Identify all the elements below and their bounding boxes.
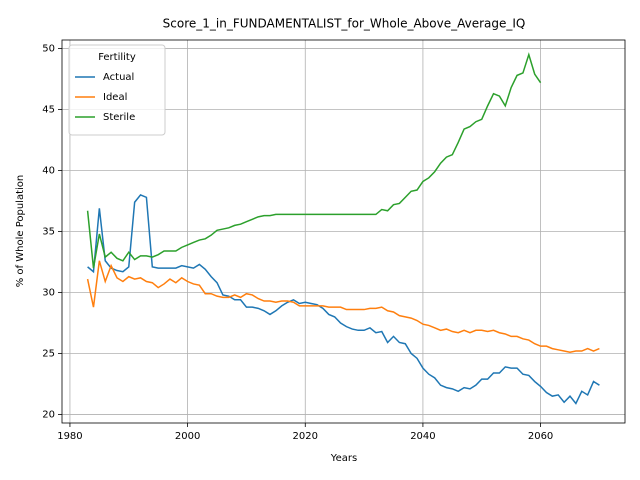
y-tick-label: 25: [42, 348, 55, 359]
x-axis-label: Years: [330, 453, 357, 464]
series-line: [86, 52, 542, 269]
series-line: [86, 260, 600, 354]
legend: Fertility Actual Ideal Sterile: [68, 44, 166, 136]
y-tick-label: 35: [42, 227, 55, 238]
x-tick-label: 2040: [410, 431, 435, 442]
y-tick-label: 20: [42, 409, 55, 420]
y-tick-label: 40: [42, 166, 55, 177]
legend-label: Ideal: [103, 92, 127, 103]
y-tick-label: 30: [42, 287, 55, 298]
legend-box: [68, 44, 166, 136]
legend-label: Actual: [103, 72, 134, 83]
x-tick-label: 1980: [57, 431, 82, 442]
series-line: [87, 194, 600, 405]
y-tick-label: 45: [42, 105, 55, 116]
x-tick-label: 2000: [175, 431, 200, 442]
x-tick-label: 2060: [528, 431, 553, 442]
x-tick-label: 2020: [293, 431, 318, 442]
legend-title: Fertility: [98, 52, 136, 63]
y-tick-label: 50: [42, 44, 55, 55]
y-axis-label: % of Whole Population: [15, 175, 26, 288]
chart-title: Score_1_in_FUNDAMENTALIST_for_Whole_Abov…: [163, 17, 526, 31]
legend-label: Sterile: [103, 112, 135, 123]
plot-frame: [61, 39, 626, 424]
